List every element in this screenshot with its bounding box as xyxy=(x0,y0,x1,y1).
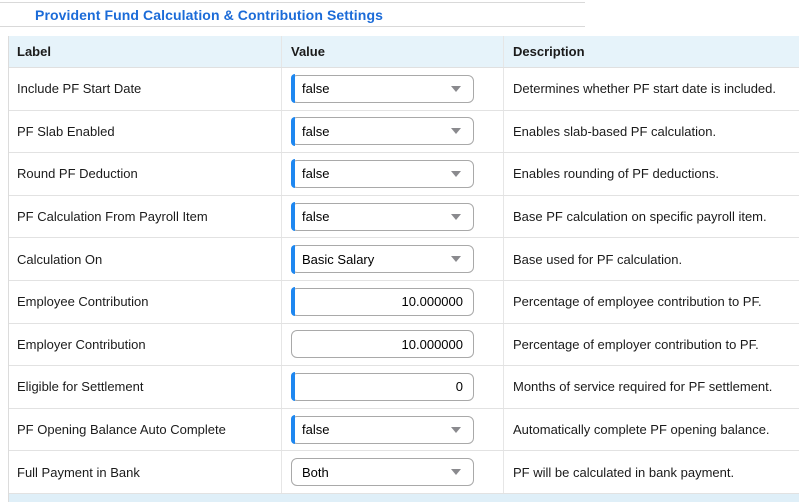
chevron-down-icon xyxy=(451,469,461,476)
setting-select[interactable]: false xyxy=(290,202,474,232)
number-input-value: 0 xyxy=(455,379,463,395)
setting-description: Determines whether PF start date is incl… xyxy=(513,81,777,97)
chevron-down-icon xyxy=(451,85,461,92)
setting-description: Percentage of employee contribution to P… xyxy=(513,294,762,310)
table-row: Calculation On Basic Salary Base used fo… xyxy=(9,238,799,281)
select-value: Both xyxy=(302,464,329,480)
table-row: PF Calculation From Payroll Item false B… xyxy=(9,195,799,239)
setting-description: Base used for PF calculation. xyxy=(513,251,683,267)
setting-select[interactable]: false xyxy=(290,116,474,146)
settings-table: Label Value Description Include PF Start… xyxy=(8,36,799,502)
setting-label: PF Calculation From Payroll Item xyxy=(17,209,208,225)
table-row: Eligible for Settlement 0 Months of serv… xyxy=(9,366,799,409)
select-value: false xyxy=(302,166,330,182)
select-value: false xyxy=(302,422,330,438)
setting-number-input[interactable]: 10.000000 xyxy=(291,330,474,359)
setting-description: PF will be calculated in bank payment. xyxy=(513,464,735,480)
table-row: Employee Contribution 10.000000 Percenta… xyxy=(9,280,799,324)
setting-label: Round PF Deduction xyxy=(17,166,138,182)
chevron-down-icon xyxy=(451,426,461,433)
table-row: PF Slab Enabled false Enables slab-based… xyxy=(9,110,799,154)
chevron-down-icon xyxy=(451,128,461,135)
setting-select[interactable]: Both xyxy=(291,458,474,487)
number-input-value: 10.000000 xyxy=(401,294,463,310)
header-label: Label xyxy=(9,36,282,67)
setting-number-input[interactable]: 10.000000 xyxy=(290,287,474,317)
table-row: Employer Contribution 10.000000 Percenta… xyxy=(9,323,799,367)
setting-label: Employer Contribution xyxy=(17,336,146,352)
page-title: Provident Fund Calculation & Contributio… xyxy=(0,2,585,27)
setting-description: Enables slab-based PF calculation. xyxy=(513,123,717,139)
setting-select[interactable]: Basic Salary xyxy=(290,244,474,274)
chevron-down-icon xyxy=(451,170,461,177)
setting-description: Base PF calculation on specific payroll … xyxy=(513,209,767,225)
table-row: Full Payment in Bank Both PF will be cal… xyxy=(9,451,799,494)
setting-label: PF Slab Enabled xyxy=(17,123,115,139)
setting-label: Calculation On xyxy=(17,251,103,267)
setting-label: Full Payment in Bank xyxy=(17,464,140,480)
setting-label: Eligible for Settlement xyxy=(17,379,144,395)
chevron-down-icon xyxy=(451,256,461,263)
number-input-value: 10.000000 xyxy=(401,336,463,352)
header-description: Description xyxy=(513,44,585,59)
setting-label: PF Opening Balance Auto Complete xyxy=(17,422,226,438)
setting-label: Employee Contribution xyxy=(17,294,149,310)
setting-description: Enables rounding of PF deductions. xyxy=(513,166,719,182)
setting-select[interactable]: false xyxy=(290,415,474,445)
setting-label: Include PF Start Date xyxy=(17,81,142,97)
table-row: Include PF Start Date false Determines w… xyxy=(9,68,799,111)
setting-select[interactable]: false xyxy=(290,74,474,104)
header-value: Value xyxy=(282,36,504,67)
setting-select[interactable]: false xyxy=(290,159,474,189)
table-row: Round PF Deduction false Enables roundin… xyxy=(9,153,799,196)
setting-description: Percentage of employer contribution to P… xyxy=(513,336,759,352)
select-value: false xyxy=(302,123,330,139)
table-row: PF Opening Balance Auto Complete false A… xyxy=(9,408,799,452)
setting-number-input[interactable]: 0 xyxy=(290,372,474,402)
select-value: false xyxy=(302,81,330,97)
table-body: Include PF Start Date false Determines w… xyxy=(9,68,799,494)
table-footer-strip xyxy=(9,493,799,502)
chevron-down-icon xyxy=(451,213,461,220)
select-value: Basic Salary xyxy=(302,251,375,267)
setting-description: Months of service required for PF settle… xyxy=(513,379,773,395)
select-value: false xyxy=(302,209,330,225)
table-header-row: Label Value Description xyxy=(9,36,799,68)
setting-description: Automatically complete PF opening balanc… xyxy=(513,422,770,438)
